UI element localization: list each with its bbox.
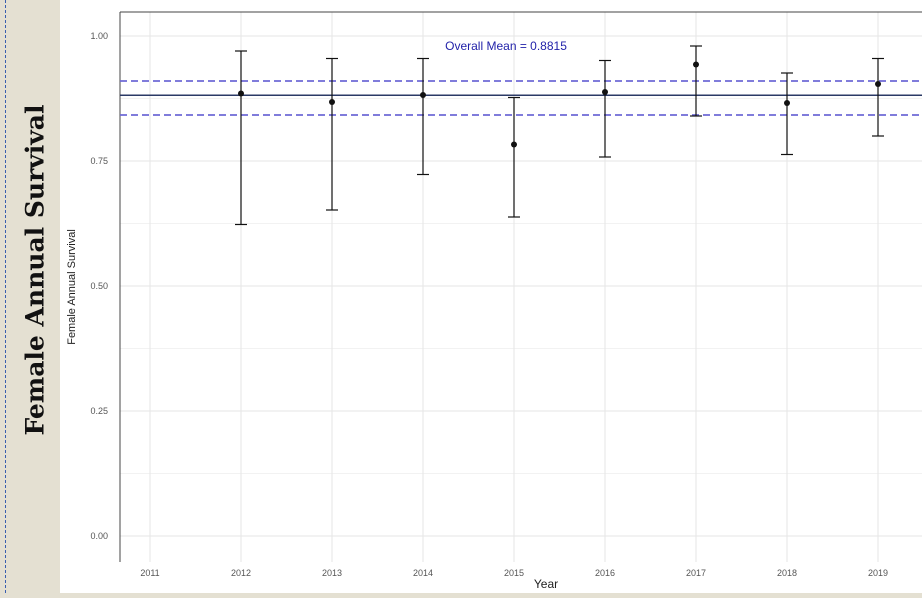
estimate-point-2015 xyxy=(511,141,517,148)
side-title: Female Annual Survival xyxy=(20,104,50,436)
x-tick-labels: 2011 2012 2013 2014 2015 2016 2017 2018 2019 xyxy=(140,568,888,578)
mean-annotation: Overall Mean = 0.8815 xyxy=(445,39,567,53)
error-bars xyxy=(235,45,884,226)
estimate-point-2016 xyxy=(602,89,608,95)
x-tick-label: 2019 xyxy=(868,568,888,578)
estimate-point-2019 xyxy=(875,81,881,87)
y-tick-labels: 0.00 0.25 0.50 0.75 1.00 xyxy=(90,31,108,541)
y-tick-label: 0.25 xyxy=(90,406,108,416)
x-tick-label: 2018 xyxy=(777,568,797,578)
y-tick-label: 0.00 xyxy=(90,531,108,541)
left-page-rule xyxy=(5,0,6,593)
y-tick-label: 1.00 xyxy=(90,31,108,41)
estimate-point-2013 xyxy=(329,99,335,105)
y-axis-label: Female Annual Survival xyxy=(66,229,78,345)
x-axis-label: Year xyxy=(534,577,558,591)
chart-panel: 0.00 0.25 0.50 0.75 1.00 2011 2012 2013 2014 201… xyxy=(60,0,922,593)
x-tick-label: 2013 xyxy=(322,568,342,578)
x-tick-label: 2016 xyxy=(595,568,615,578)
x-tick-label: 2014 xyxy=(413,568,433,578)
survival-chart: 0.000.250.500.751.00 2011 2012 2013 2014 201… xyxy=(66,11,922,591)
estimate-point-2014 xyxy=(420,92,426,98)
estimate-points xyxy=(238,61,881,148)
x-tick-label: 2017 xyxy=(686,568,706,578)
estimate-point-2012 xyxy=(238,90,244,97)
y-tick-label: 0.50 xyxy=(90,281,108,291)
x-tick-label: 2015 xyxy=(504,568,524,578)
estimate-point-2018 xyxy=(784,100,790,106)
reference-lines xyxy=(120,80,922,116)
x-tick-label: 2012 xyxy=(231,568,251,578)
y-tick-label: 0.75 xyxy=(90,156,108,166)
estimate-point-2017 xyxy=(693,61,699,68)
x-tick-label: 2011 xyxy=(140,568,159,578)
